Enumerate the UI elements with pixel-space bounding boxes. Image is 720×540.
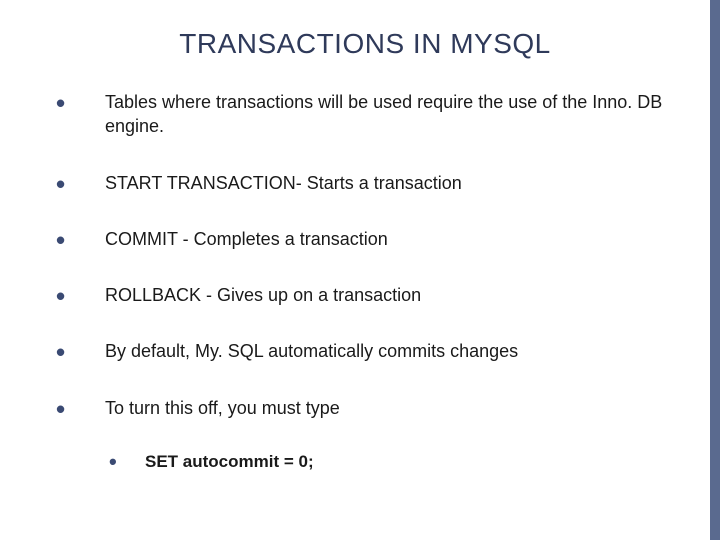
slide-title: TRANSACTIONS IN MYSQL: [50, 28, 680, 60]
bullet-text: Tables where transactions will be used r…: [105, 92, 662, 136]
sub-bullet-item: SET autocommit = 0;: [105, 452, 680, 472]
bullet-item: To turn this off, you must type: [50, 396, 680, 420]
sub-bullet-text: SET autocommit = 0;: [145, 452, 314, 471]
bullet-text: ROLLBACK - Gives up on a transaction: [105, 285, 421, 305]
bullet-item: Tables where transactions will be used r…: [50, 90, 680, 139]
bullet-text: START TRANSACTION- Starts a transaction: [105, 173, 462, 193]
slide-content: TRANSACTIONS IN MYSQL Tables where trans…: [0, 0, 720, 492]
bullet-text: COMMIT - Completes a transaction: [105, 229, 388, 249]
bullet-text: By default, My. SQL automatically commit…: [105, 341, 518, 361]
accent-bar: [710, 0, 720, 540]
bullet-item: START TRANSACTION- Starts a transaction: [50, 171, 680, 195]
bullet-item: By default, My. SQL automatically commit…: [50, 339, 680, 363]
bullet-item: ROLLBACK - Gives up on a transaction: [50, 283, 680, 307]
bullet-text: To turn this off, you must type: [105, 398, 340, 418]
bullet-item: COMMIT - Completes a transaction: [50, 227, 680, 251]
sub-bullet-list: SET autocommit = 0;: [105, 452, 680, 472]
bullet-list: Tables where transactions will be used r…: [50, 90, 680, 420]
